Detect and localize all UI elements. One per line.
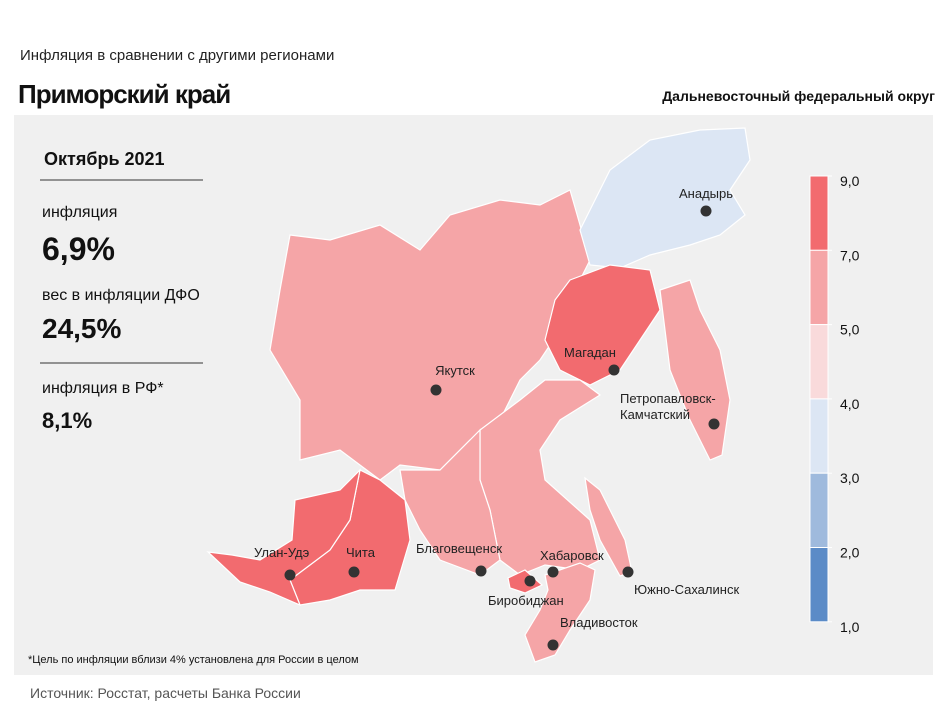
city-dot bbox=[524, 575, 536, 587]
cities: Анадырь Магадан Якутск Петропавловск- Ка… bbox=[254, 186, 739, 651]
city-dot bbox=[700, 205, 712, 217]
legend-tick-label: 5,0 bbox=[840, 322, 860, 338]
city-dot bbox=[475, 565, 487, 577]
item-label: инфляция bbox=[42, 204, 117, 221]
item-value: 8,1% bbox=[42, 408, 92, 433]
city-dot bbox=[348, 566, 360, 578]
legend-tick-label: 2,0 bbox=[840, 545, 860, 561]
item-value: 6,9% bbox=[42, 231, 115, 267]
legend-tick-label: 9,0 bbox=[840, 173, 860, 189]
region bbox=[269, 189, 591, 481]
city-dot bbox=[284, 569, 296, 581]
region bbox=[399, 428, 501, 576]
legend-tick-label: 1,0 bbox=[840, 619, 860, 635]
city-dot bbox=[708, 418, 720, 430]
city-label: Магадан bbox=[564, 345, 616, 360]
legend-tick-label: 7,0 bbox=[840, 247, 860, 263]
legend-swatch bbox=[809, 324, 829, 400]
region bbox=[579, 127, 751, 269]
legend-swatch bbox=[809, 398, 829, 474]
city-label: Владивосток bbox=[560, 615, 638, 630]
period: Октябрь 2021 bbox=[44, 149, 165, 169]
city-label: Петропавловск- bbox=[620, 391, 716, 406]
item-value: 24,5% bbox=[42, 313, 121, 344]
city-label: Южно-Сахалинск bbox=[634, 582, 739, 597]
legend-swatch bbox=[809, 249, 829, 326]
city-label: Анадырь bbox=[679, 186, 733, 201]
region bbox=[544, 264, 661, 386]
legend-swatch bbox=[809, 175, 829, 251]
district: Дальневосточный федеральный округ bbox=[662, 88, 935, 104]
item-label: инфляция в РФ* bbox=[42, 380, 164, 397]
city-dot bbox=[430, 384, 442, 396]
city-dot bbox=[622, 566, 634, 578]
item-label: вес в инфляции ДФО bbox=[42, 287, 200, 304]
city-dot bbox=[547, 639, 559, 651]
city-dot bbox=[547, 566, 559, 578]
legend-tick-label: 3,0 bbox=[840, 470, 860, 486]
city-label: Камчатский bbox=[620, 407, 690, 422]
subtitle: Инфляция в сравнении с другими регионами bbox=[20, 47, 334, 64]
city-dot bbox=[608, 364, 620, 376]
city-label: Благовещенск bbox=[416, 541, 502, 556]
city-label: Биробиджан bbox=[488, 593, 564, 608]
legend-tick-label: 4,0 bbox=[840, 396, 860, 412]
region bbox=[659, 279, 731, 461]
legend: 9,0 7,0 5,0 4,0 3,0 2,0 1,0 bbox=[809, 173, 860, 635]
region bbox=[524, 562, 596, 663]
city-label: Улан-Удэ bbox=[254, 545, 310, 560]
footnote: *Цель по инфляции вблизи 4% установлена … bbox=[28, 654, 359, 666]
region bbox=[206, 468, 361, 607]
legend-swatch bbox=[809, 547, 829, 623]
city-label: Якутск bbox=[435, 363, 475, 378]
legend-swatch bbox=[809, 472, 829, 549]
city-label: Хабаровск bbox=[540, 548, 604, 563]
title: Приморский край bbox=[18, 79, 230, 109]
city-label: Чита bbox=[346, 545, 376, 560]
source: Источник: Росстат, расчеты Банка России bbox=[30, 685, 301, 701]
